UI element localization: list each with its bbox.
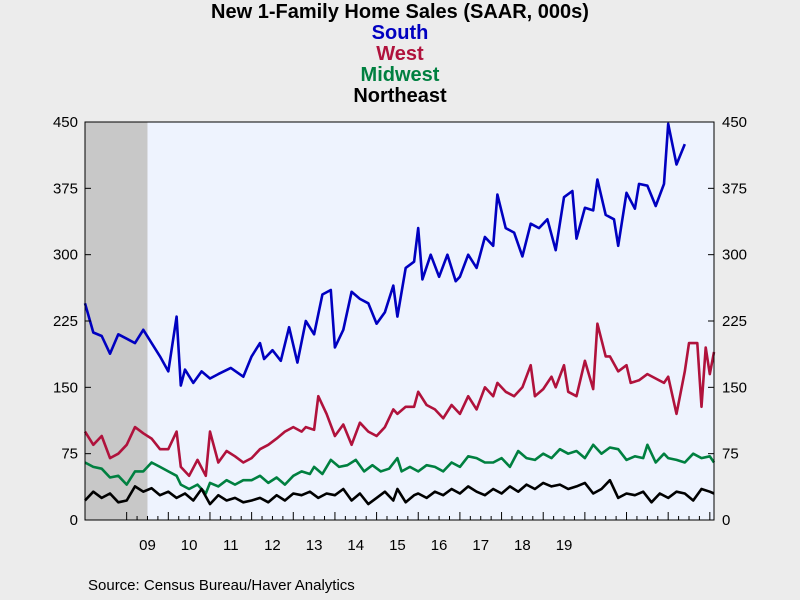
x-tick-label: 10 — [181, 537, 198, 554]
y-tick-label-right: 450 — [722, 114, 747, 131]
y-tick-label-right: 225 — [722, 313, 747, 330]
x-tick-label: 13 — [306, 537, 323, 554]
x-tick-label: 19 — [556, 537, 573, 554]
y-tick-label-left: 150 — [53, 379, 78, 396]
y-tick-label-left: 0 — [70, 512, 78, 529]
x-tick-label: 16 — [431, 537, 448, 554]
y-tick-label-left: 300 — [53, 247, 78, 264]
series-line-midwest — [84, 443, 716, 495]
legend-south: South — [371, 22, 429, 44]
y-tick-label-left: 450 — [53, 114, 78, 131]
y-tick-label-left: 375 — [53, 180, 78, 197]
chart-titles: New 1-Family Home Sales (SAAR, 000s) Sou… — [0, 2, 800, 107]
legend-midwest: Midwest — [360, 64, 440, 86]
x-tick-label: 14 — [347, 537, 364, 554]
y-tick-label-right: 375 — [722, 180, 747, 197]
series-line-west — [83, 322, 716, 478]
chart-title: New 1-Family Home Sales (SAAR, 000s) — [211, 1, 589, 23]
plot-area — [85, 122, 714, 520]
recession-shading — [85, 122, 148, 520]
x-tick-label: 17 — [472, 537, 489, 554]
y-tick-label-left: 75 — [61, 446, 78, 463]
y-tick-label-right: 0 — [722, 512, 730, 529]
x-tick-label: 09 — [139, 537, 156, 554]
y-tick-label-right: 150 — [722, 379, 747, 396]
x-tick-label: 15 — [389, 537, 406, 554]
legend-northeast: Northeast — [353, 85, 447, 107]
series-line-northeast — [84, 478, 715, 506]
y-tick-label-right: 300 — [722, 247, 747, 264]
y-tick-label-right: 75 — [722, 446, 739, 463]
series-line-south — [83, 122, 687, 387]
x-tick-label: 18 — [514, 537, 531, 554]
source-note: Source: Census Bureau/Haver Analytics — [88, 577, 355, 594]
legend-west: West — [376, 43, 424, 65]
y-tick-label-left: 225 — [53, 313, 78, 330]
x-tick-label: 12 — [264, 537, 281, 554]
x-tick-label: 11 — [223, 537, 239, 554]
